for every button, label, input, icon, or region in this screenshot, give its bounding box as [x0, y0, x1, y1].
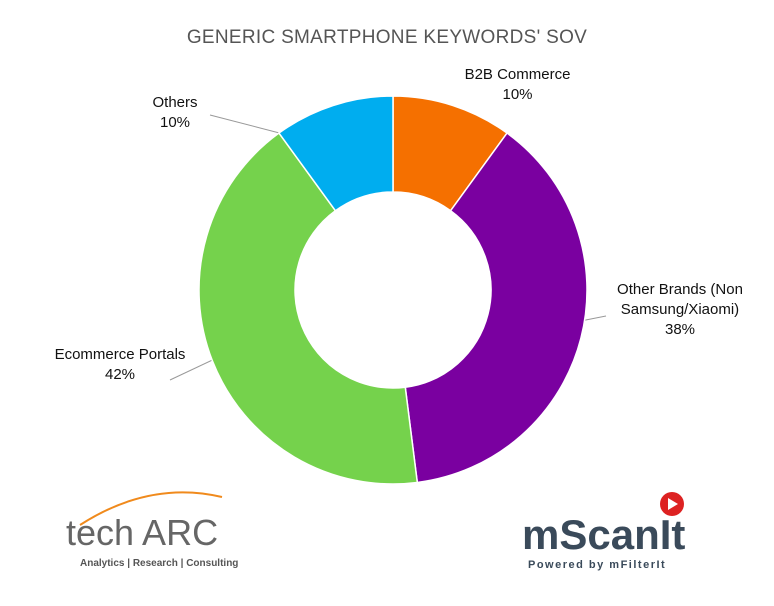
slice-label: Other Brands (Non Samsung/Xiaomi) 38% [585, 280, 774, 340]
slice-label: Ecommerce Portals 42% [40, 345, 200, 385]
logo-tagline: Powered by mFilterIt [528, 559, 666, 571]
donut-slice [404, 132, 588, 484]
logo-arc [79, 491, 223, 526]
category-label: Others [152, 94, 198, 111]
slice-label: B2B Commerce 10% [430, 65, 605, 105]
logo-techarc: tech ARC [66, 512, 218, 553]
chart-title: GENERIC SMARTPHONE KEYWORDS' SOV [186, 27, 588, 48]
logo-mscanit: mScanIt [522, 511, 685, 558]
donut-slice [198, 132, 419, 485]
value-label: 42% [104, 366, 136, 383]
logo-icon-play [668, 498, 678, 510]
donut-slice [277, 95, 394, 212]
category-label: B2B Commerce [464, 66, 571, 83]
slice-label: Others 10% [110, 93, 240, 133]
value-label: 10% [502, 86, 533, 103]
category-label: Ecommerce Portals [54, 346, 186, 363]
value-label: 10% [159, 114, 191, 131]
category-label: Other Brands (Non Samsung/Xiaomi) [617, 281, 743, 318]
logo-tagline: Analytics | Research | Consulting [80, 558, 238, 569]
value-label: 38% [664, 321, 696, 338]
